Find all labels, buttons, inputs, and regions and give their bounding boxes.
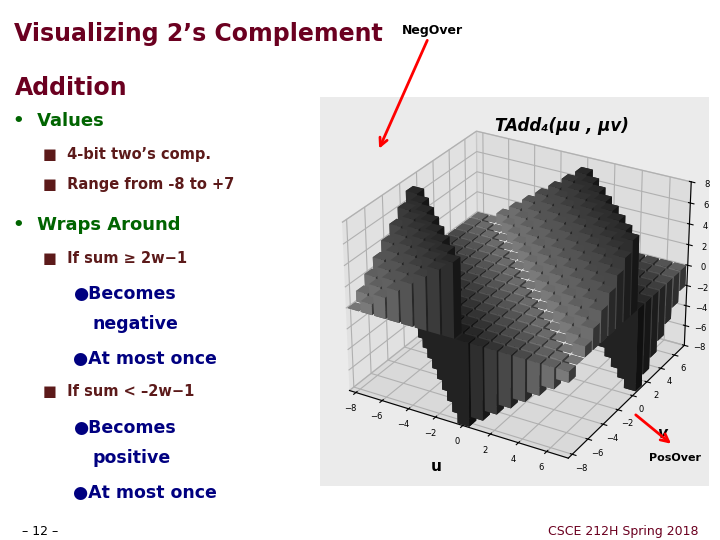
Text: ■  Range from -8 to +7: ■ Range from -8 to +7 xyxy=(43,177,234,192)
Text: positive: positive xyxy=(93,449,171,467)
Y-axis label: v: v xyxy=(657,426,667,441)
Text: ■  If sum ≥ 2w−1: ■ If sum ≥ 2w−1 xyxy=(43,251,187,266)
Text: ■  4-bit two’s comp.: ■ 4-bit two’s comp. xyxy=(43,147,211,162)
Text: ●Becomes: ●Becomes xyxy=(73,419,176,437)
Text: ■  If sum < –2w−1: ■ If sum < –2w−1 xyxy=(43,384,194,400)
X-axis label: u: u xyxy=(431,458,441,474)
Text: CSCE 212H Spring 2018: CSCE 212H Spring 2018 xyxy=(548,524,698,538)
Text: negative: negative xyxy=(93,315,179,333)
Text: Addition: Addition xyxy=(14,76,127,99)
Text: ●At most once: ●At most once xyxy=(73,484,217,502)
Text: •  Wraps Around: • Wraps Around xyxy=(13,216,181,234)
Text: ●At most once: ●At most once xyxy=(73,350,217,368)
Text: •  Values: • Values xyxy=(13,112,104,130)
Text: TAdd₄(μu , μv): TAdd₄(μu , μv) xyxy=(495,117,629,134)
Text: ●Becomes: ●Becomes xyxy=(73,285,176,303)
Text: PosOver: PosOver xyxy=(649,453,701,463)
Text: Visualizing 2’s Complement: Visualizing 2’s Complement xyxy=(14,22,383,45)
Text: – 12 –: – 12 – xyxy=(22,524,58,538)
Text: NegOver: NegOver xyxy=(402,24,462,37)
